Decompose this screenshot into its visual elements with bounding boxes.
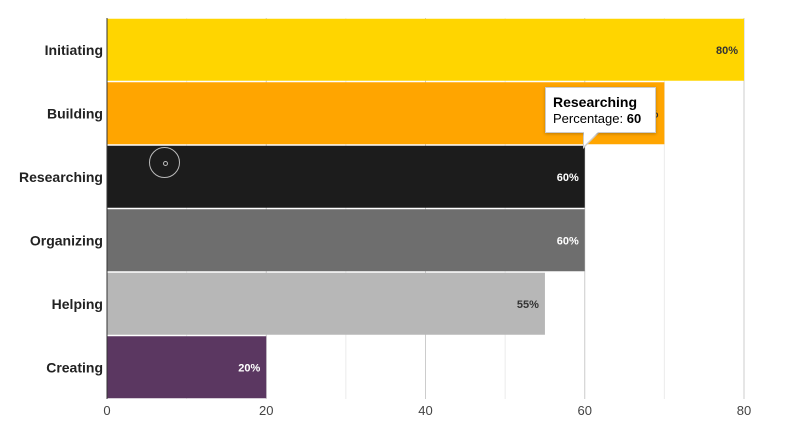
x-axis-ticks: 0 20 40 60 80 — [103, 403, 751, 418]
cursor-dot — [163, 161, 168, 166]
bar-initiating[interactable] — [107, 18, 744, 81]
tooltip-label: Percentage: — [553, 111, 627, 126]
bar-creating[interactable] — [107, 336, 267, 399]
category-label: Helping — [52, 296, 103, 312]
x-tick-label: 60 — [578, 403, 592, 418]
bars — [107, 18, 744, 399]
bar-researching[interactable] — [107, 145, 585, 208]
x-tick-label: 40 — [418, 403, 432, 418]
tooltip-title: Researching — [553, 94, 638, 110]
data-label: 20% — [238, 362, 260, 374]
x-tick-label: 80 — [737, 403, 751, 418]
x-tick-label: 0 — [103, 403, 110, 418]
grid-lines — [106, 18, 745, 399]
bar-organizing[interactable] — [107, 209, 585, 272]
category-label: Researching — [19, 169, 103, 185]
category-label: Building — [47, 105, 103, 121]
tooltip-row: Percentage: 60 — [553, 110, 648, 127]
data-label: 60% — [557, 235, 579, 247]
category-labels: Initiating Building Researching Organizing H… — [19, 42, 103, 376]
chart-tooltip: Researching Percentage: 60 — [545, 87, 656, 133]
bar-helping[interactable] — [107, 272, 545, 335]
tooltip-tail — [584, 132, 598, 146]
tooltip-value: 60 — [626, 111, 642, 126]
category-label: Creating — [46, 359, 103, 375]
category-label: Initiating — [45, 42, 103, 58]
cursor-indicator — [149, 147, 180, 178]
category-label: Organizing — [30, 232, 103, 248]
x-tick-label: 20 — [259, 403, 273, 418]
data-label: 55% — [517, 299, 539, 311]
data-label: 80% — [716, 45, 738, 57]
data-label: 60% — [557, 172, 579, 184]
